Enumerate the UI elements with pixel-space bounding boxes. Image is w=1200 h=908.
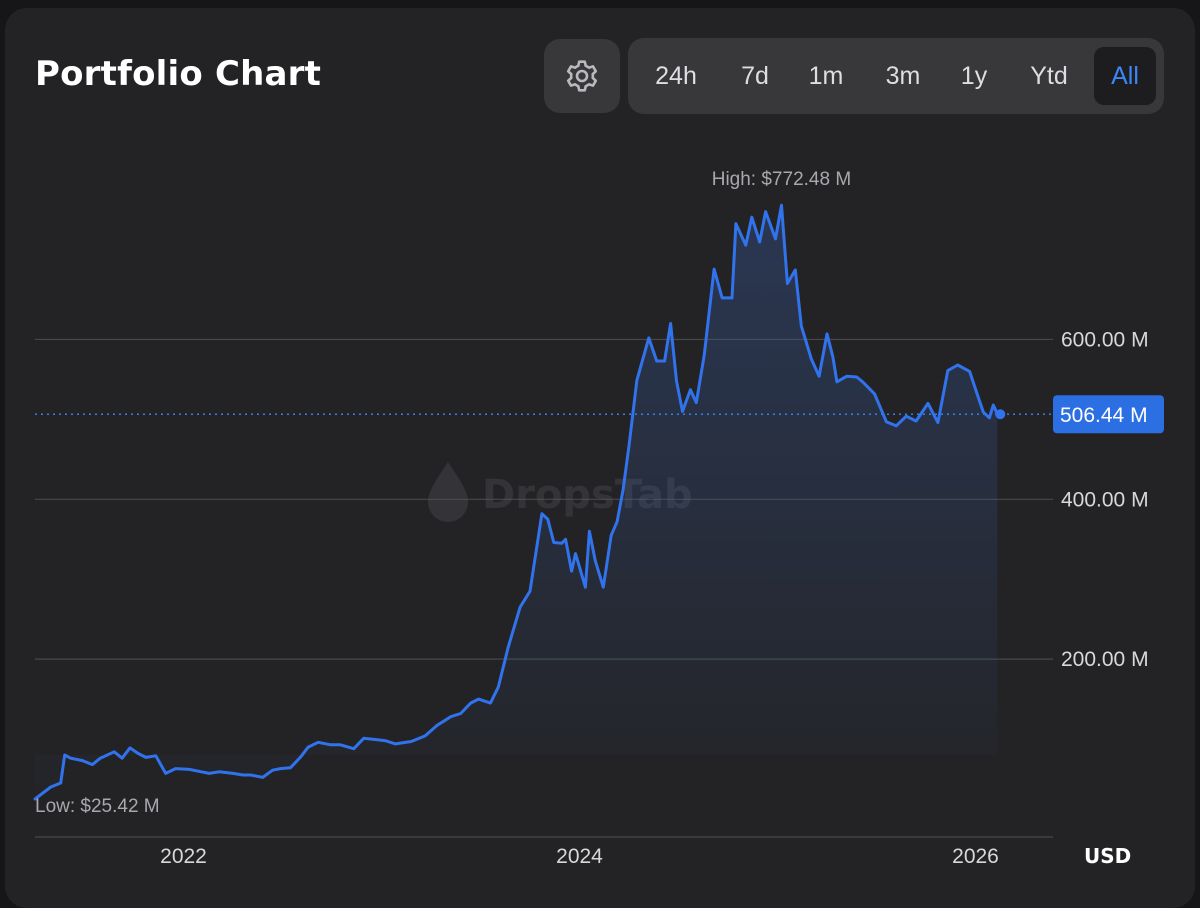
series-line	[33, 203, 999, 801]
current-point[interactable]	[995, 409, 1006, 420]
current-value-label: 506.44 M	[1060, 404, 1148, 427]
range-7d-button[interactable]: 7d	[741, 62, 769, 90]
page-title: Portfolio Chart	[35, 54, 322, 94]
x-axis: 2022 2024 2026	[160, 845, 999, 868]
range-3m-button[interactable]: 3m	[885, 62, 921, 90]
y-tick-label: 200.00 M	[1061, 648, 1149, 671]
current-value-badge: 506.44 M	[1053, 395, 1164, 434]
high-annotation: High: $772.48 M	[712, 169, 851, 190]
range-ytd-button[interactable]: Ytd	[1030, 62, 1068, 90]
area-fill	[35, 205, 998, 799]
y-tick-label: 600.00 M	[1061, 328, 1149, 351]
range-24h-button[interactable]: 24h	[655, 62, 697, 90]
low-annotation: Low: $25.42 M	[35, 796, 160, 817]
range-1m-button[interactable]: 1m	[808, 62, 844, 90]
watermark-drop-icon	[428, 462, 468, 522]
settings-button[interactable]	[544, 39, 620, 113]
x-tick-label: 2022	[160, 845, 207, 868]
range-all-button[interactable]: All	[1094, 47, 1156, 105]
x-tick-label: 2026	[952, 845, 999, 868]
gear-icon	[566, 60, 598, 92]
y-axis: 200.00 M 400.00 M 600.00 M	[1061, 328, 1149, 671]
time-range-selector: 24h 7d 1m 3m 1y Ytd All	[628, 38, 1164, 114]
y-tick-label: 400.00 M	[1061, 488, 1149, 511]
range-1y-button[interactable]: 1y	[960, 62, 988, 90]
x-tick-label: 2024	[556, 845, 603, 868]
current-value-badge-bg	[1053, 395, 1164, 434]
currency-unit-label: USD	[1084, 844, 1131, 868]
